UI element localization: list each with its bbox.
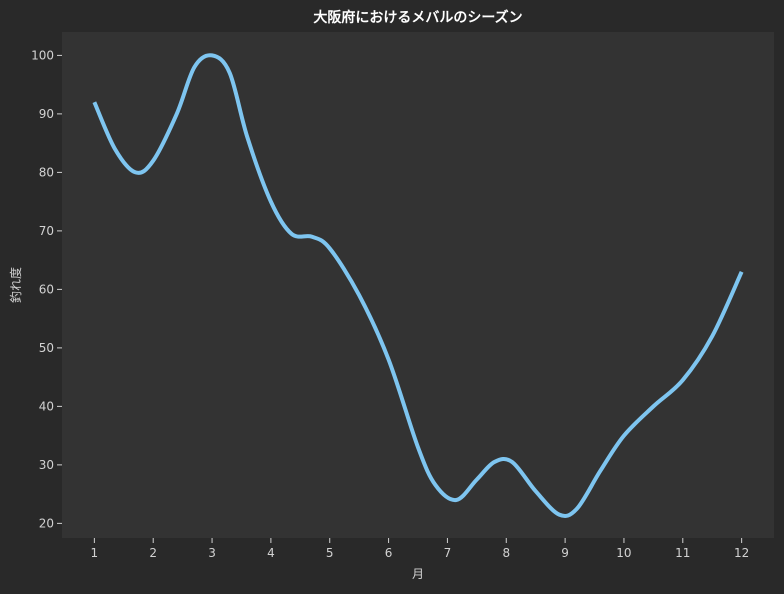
x-tick-label: 7 <box>444 546 452 560</box>
series-line-0 <box>92 53 744 518</box>
y-tick-label: 60 <box>39 282 54 296</box>
x-tick-label: 1 <box>91 546 99 560</box>
x-axis-label: 月 <box>412 567 424 581</box>
x-tick-label: 3 <box>208 546 216 560</box>
x-tick-label: 4 <box>267 546 275 560</box>
x-tick-label: 10 <box>616 546 631 560</box>
x-tick-label: 8 <box>502 546 510 560</box>
y-tick-label: 30 <box>39 458 54 472</box>
series-layer <box>92 53 744 518</box>
y-tick-label: 100 <box>31 48 54 62</box>
y-tick-label: 40 <box>39 399 54 413</box>
chart-title: 大阪府におけるメバルのシーズン <box>313 9 522 26</box>
x-tick-label: 2 <box>149 546 157 560</box>
y-axis: 20 30 40 50 60 70 80 90 100 <box>31 48 62 530</box>
x-tick-label: 9 <box>561 546 569 560</box>
y-tick-label: 70 <box>39 224 54 238</box>
x-tick-label: 6 <box>385 546 393 560</box>
y-tick-label: 20 <box>39 516 54 530</box>
x-tick-label: 12 <box>734 546 749 560</box>
y-tick-label: 90 <box>39 107 54 121</box>
plot-area <box>62 32 774 538</box>
y-axis-label: 釣れ度 <box>8 267 23 303</box>
x-axis: 1 2 3 4 5 6 7 8 9 10 11 12 <box>91 538 749 560</box>
x-tick-label: 11 <box>675 546 690 560</box>
y-tick-label: 50 <box>39 341 54 355</box>
x-tick-label: 5 <box>326 546 334 560</box>
y-tick-label: 80 <box>39 165 54 179</box>
